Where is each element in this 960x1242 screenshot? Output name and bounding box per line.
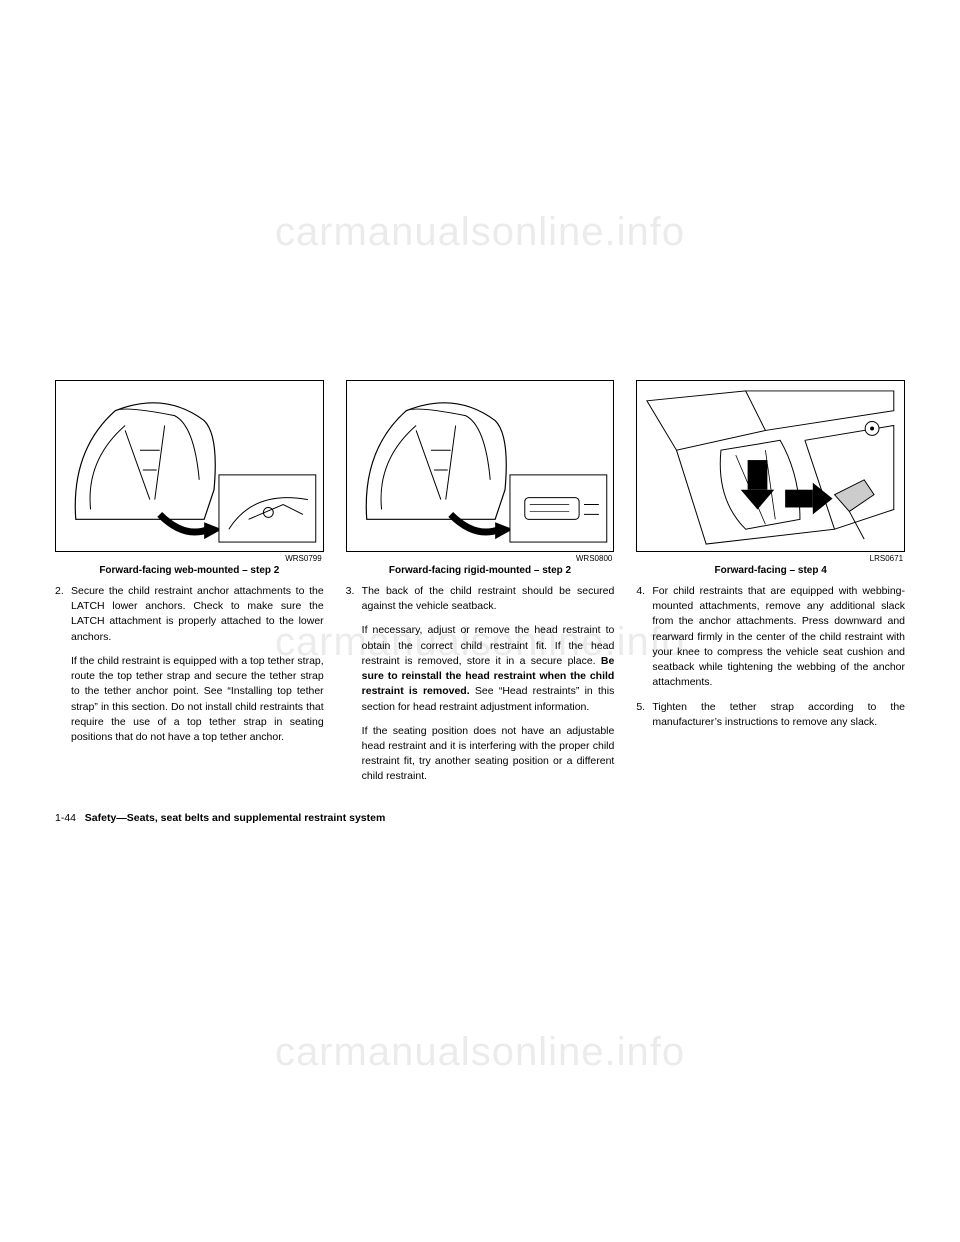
column-1: WRS0799 Forward-facing web-mounted – ste…: [55, 380, 324, 794]
list-number: 3.: [346, 584, 362, 614]
page-number: 1-44: [55, 812, 76, 824]
text-span: If necessary, adjust or remove the head …: [362, 624, 615, 666]
figure-1-caption: Forward-facing web-mounted – step 2: [55, 565, 324, 576]
list-item: 2. Secure the child restraint anchor att…: [55, 584, 324, 645]
paragraph: If necessary, adjust or remove the head …: [362, 623, 615, 714]
list-item: 3. The back of the child restraint shoul…: [346, 584, 615, 614]
paragraph: If the seating position does not have an…: [362, 724, 615, 785]
watermark-bottom: carmanualsonline.info: [0, 1030, 960, 1075]
section-title: Safety—Seats, seat belts and supplementa…: [85, 812, 386, 824]
col1-text: 2. Secure the child restraint anchor att…: [55, 584, 324, 754]
list-item: 4. For child restraints that are equippe…: [636, 584, 905, 691]
list-number: 2.: [55, 584, 71, 645]
column-2: WRS0800 Forward-facing rigid-mounted – s…: [346, 380, 615, 794]
figure-1-id: WRS0799: [55, 554, 324, 563]
list-content: For child restraints that are equipped w…: [652, 584, 905, 691]
list-item: 5. Tighten the tether strap according to…: [636, 700, 905, 730]
col3-text: 4. For child restraints that are equippe…: [636, 584, 905, 739]
figure-2: [346, 380, 615, 552]
list-number: 5.: [636, 700, 652, 730]
figure-2-id: WRS0800: [346, 554, 615, 563]
figure-1: [55, 380, 324, 552]
figure-3: [636, 380, 905, 552]
figure-3-id: LRS0671: [636, 554, 905, 563]
list-content: Secure the child restraint anchor attach…: [71, 584, 324, 645]
list-content: The back of the child restraint should b…: [362, 584, 615, 614]
figure-3-caption: Forward-facing – step 4: [636, 565, 905, 576]
figure-2-caption: Forward-facing rigid-mounted – step 2: [346, 565, 615, 576]
list-number: 4.: [636, 584, 652, 691]
list-content: Tighten the tether strap according to th…: [652, 700, 905, 730]
col2-text: 3. The back of the child restraint shoul…: [346, 584, 615, 794]
page-footer: 1-44 Safety—Seats, seat belts and supple…: [55, 812, 905, 824]
page-content: WRS0799 Forward-facing web-mounted – ste…: [55, 380, 905, 824]
watermark-top: carmanualsonline.info: [0, 210, 960, 255]
paragraph: If the child restraint is equipped with …: [71, 654, 324, 745]
columns: WRS0799 Forward-facing web-mounted – ste…: [55, 380, 905, 794]
column-3: LRS0671 Forward-facing – step 4 4. For c…: [636, 380, 905, 794]
